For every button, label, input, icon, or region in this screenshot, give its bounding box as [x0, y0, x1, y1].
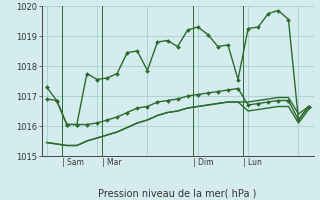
Text: | Lun: | Lun	[243, 158, 262, 167]
Text: | Dim: | Dim	[193, 158, 213, 167]
Text: | Mar: | Mar	[102, 158, 122, 167]
Text: Pression niveau de la mer( hPa ): Pression niveau de la mer( hPa )	[99, 189, 257, 199]
Text: | Sam: | Sam	[62, 158, 84, 167]
